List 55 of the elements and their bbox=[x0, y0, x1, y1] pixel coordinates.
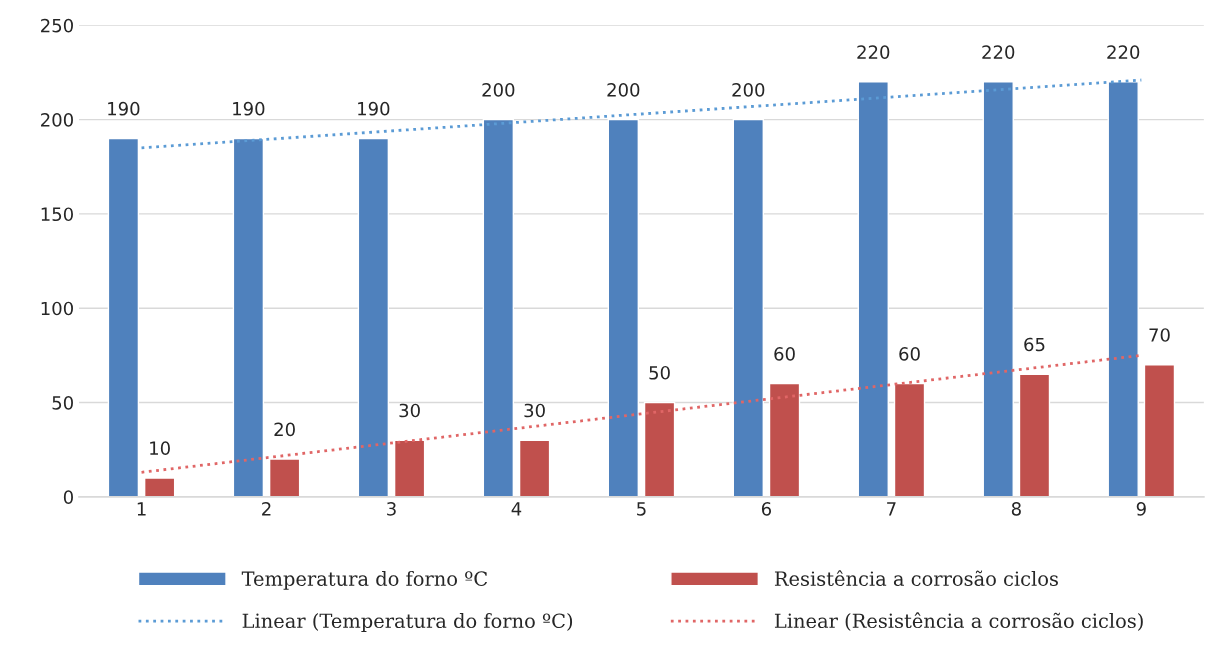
x-tick-label: 5 bbox=[637, 502, 646, 516]
data-label: 200 bbox=[607, 83, 640, 97]
bar bbox=[768, 382, 801, 497]
data-label: 50 bbox=[649, 365, 670, 380]
y-tick-label: 200 bbox=[41, 113, 73, 127]
legend-label: Resistência a corrosão ciclos bbox=[774, 570, 1058, 586]
x-tick-label: 4 bbox=[511, 502, 522, 516]
x-tick-label: 9 bbox=[1136, 502, 1146, 516]
data-label: 60 bbox=[899, 347, 920, 361]
data-label: 190 bbox=[108, 101, 140, 116]
bar bbox=[393, 439, 426, 497]
data-label: 30 bbox=[399, 403, 420, 418]
bar bbox=[1107, 81, 1139, 497]
data-label: 220 bbox=[857, 45, 890, 59]
bar bbox=[1143, 364, 1176, 497]
bar bbox=[982, 81, 1014, 497]
bar bbox=[268, 458, 301, 497]
data-label: 65 bbox=[1024, 337, 1045, 352]
bar bbox=[643, 401, 676, 497]
data-label: 220 bbox=[1107, 45, 1140, 59]
data-label: 220 bbox=[982, 45, 1015, 59]
data-label: 190 bbox=[358, 101, 390, 116]
data-label: 10 bbox=[150, 441, 170, 456]
bar bbox=[857, 81, 889, 497]
x-tick-label: 2 bbox=[262, 502, 271, 516]
x-tick-label: 8 bbox=[1011, 502, 1021, 516]
y-tick-label: 0 bbox=[63, 490, 73, 504]
legend-label: Linear (Temperatura do forno ºC) bbox=[242, 613, 573, 632]
legend-label: Temperatura do forno ºC bbox=[241, 570, 488, 590]
data-label: 200 bbox=[732, 83, 765, 97]
bar bbox=[607, 118, 640, 497]
y-tick-label: 100 bbox=[41, 301, 73, 316]
y-tick-label: 50 bbox=[52, 395, 73, 410]
bar bbox=[1018, 373, 1051, 497]
bar bbox=[732, 118, 764, 497]
data-label: 70 bbox=[1149, 328, 1170, 342]
bar bbox=[107, 137, 140, 497]
y-tick-label: 150 bbox=[41, 207, 73, 222]
bar bbox=[357, 137, 390, 497]
data-label: 30 bbox=[524, 403, 545, 418]
bar bbox=[232, 137, 265, 497]
data-label: 20 bbox=[274, 422, 295, 437]
legend-label: Linear (Resistência a corrosão ciclos) bbox=[774, 612, 1143, 631]
x-tick-label: 3 bbox=[387, 502, 396, 516]
x-tick-label: 1 bbox=[137, 502, 146, 516]
bar bbox=[518, 439, 551, 497]
y-tick-label: 250 bbox=[41, 18, 73, 33]
data-label: 60 bbox=[774, 347, 795, 361]
data-label: 190 bbox=[233, 101, 265, 116]
bar bbox=[482, 118, 515, 497]
bar bbox=[143, 477, 176, 497]
x-tick-label: 7 bbox=[887, 502, 896, 516]
data-label: 200 bbox=[482, 83, 515, 97]
x-tick-label: 6 bbox=[761, 502, 772, 516]
bar bbox=[893, 382, 926, 497]
